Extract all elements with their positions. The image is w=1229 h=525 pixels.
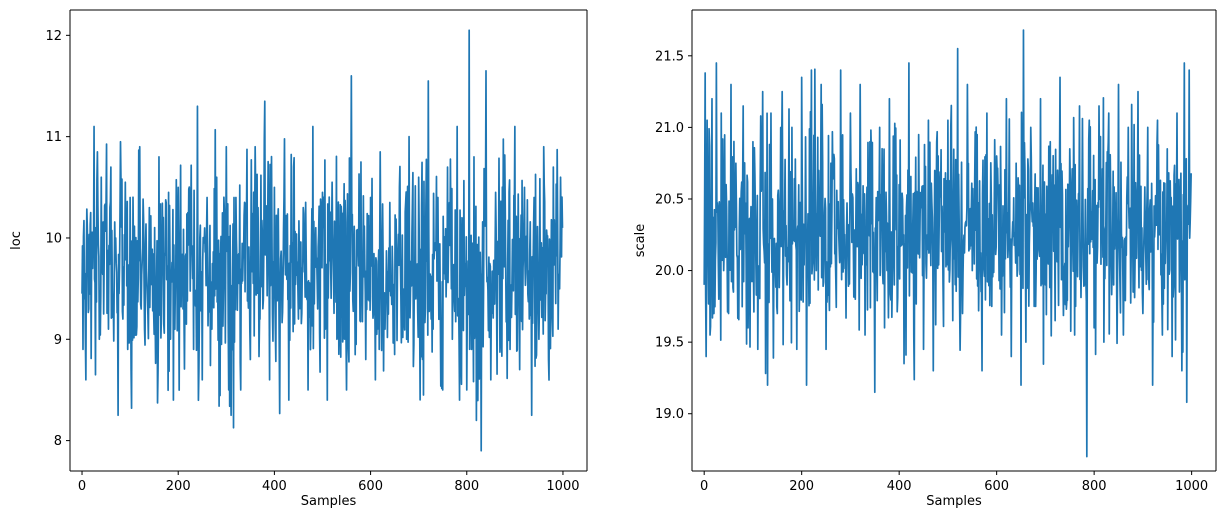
- scale-y-tick-label: 19.5: [655, 336, 684, 351]
- loc-x-tick-label: 1000: [546, 479, 579, 494]
- scale-x-ticks: 0 200 400 600 800 1000: [700, 471, 1208, 494]
- loc-x-tick-label: 0: [78, 479, 86, 494]
- loc-series-line: [81, 29, 564, 452]
- scale-y-tick-label: 20.5: [655, 192, 684, 207]
- loc-y-tick-label: 12: [45, 29, 62, 44]
- scale-x-tick-label: 1000: [1175, 479, 1208, 494]
- loc-y-ticks: 8 9 10 11 12: [45, 29, 70, 449]
- scale-x-axis-label: Samples: [926, 494, 982, 509]
- loc-x-tick-label: 400: [262, 479, 287, 494]
- scale-x-tick-label: 600: [984, 479, 1009, 494]
- scale-y-tick-label: 21.0: [655, 121, 684, 136]
- loc-y-tick-label: 9: [54, 333, 62, 348]
- loc-x-tick-label: 600: [358, 479, 383, 494]
- loc-y-axis-label: loc: [9, 231, 24, 250]
- scale-series-line: [703, 29, 1192, 458]
- loc-trace-subplot: 0 200 400 600 800 1000 8 9 10 11 12 Samples loc: [9, 9, 588, 509]
- loc-y-tick-label: 11: [45, 130, 62, 145]
- loc-x-tick-label: 200: [166, 479, 191, 494]
- loc-y-tick-label: 10: [45, 231, 62, 246]
- scale-x-tick-label: 200: [789, 479, 814, 494]
- loc-x-tick-label: 800: [454, 479, 479, 494]
- scale-y-tick-label: 19.0: [655, 407, 684, 422]
- scale-x-tick-label: 800: [1082, 479, 1107, 494]
- scale-y-tick-label: 20.0: [655, 264, 684, 279]
- scale-x-tick-label: 400: [887, 479, 912, 494]
- scale-x-tick-label: 0: [700, 479, 708, 494]
- scale-y-axis-label: scale: [633, 224, 648, 258]
- loc-y-tick-label: 8: [54, 434, 62, 449]
- loc-x-ticks: 0 200 400 600 800 1000: [78, 471, 580, 494]
- scale-trace-subplot: 0 200 400 600 800 1000 19.0 19.5 20.0 20.5 21.0 21…: [633, 9, 1217, 509]
- scale-y-tick-label: 21.5: [655, 49, 684, 64]
- scale-y-ticks: 19.0 19.5 20.0 20.5 21.0 21.5: [655, 49, 692, 422]
- loc-x-axis-label: Samples: [301, 494, 357, 509]
